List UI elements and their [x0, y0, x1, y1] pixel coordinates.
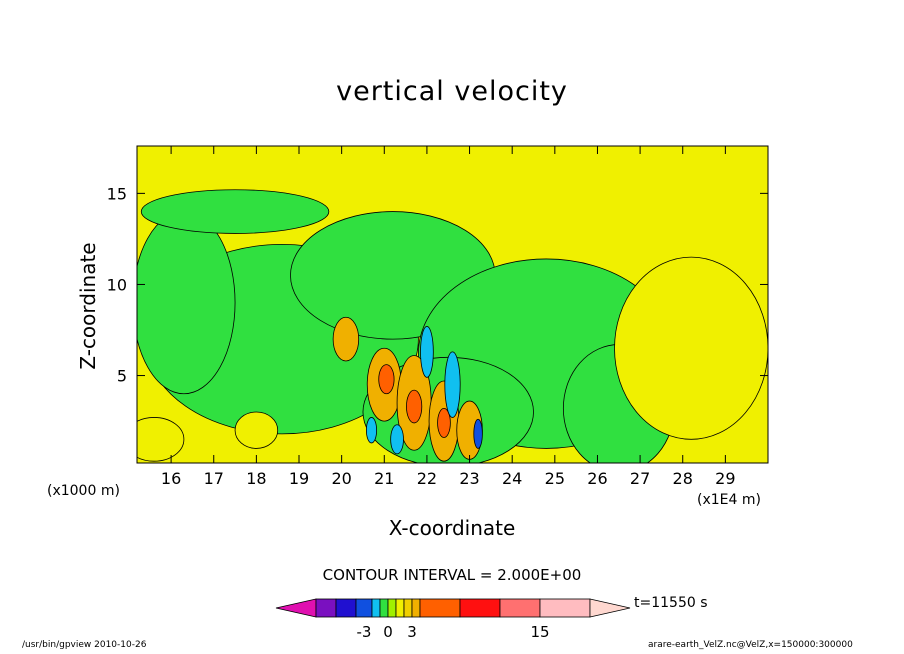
- x-tick-label: 26: [587, 469, 607, 488]
- x-unit-label-left: (x1000 m): [47, 483, 120, 499]
- x-axis-label: X-coordinate: [388, 516, 516, 540]
- colorbar-segment: [371, 598, 381, 618]
- contour-interval-label: CONTOUR INTERVAL = 2.000E+00: [322, 566, 582, 584]
- x-tick-label: 27: [630, 469, 650, 488]
- strong-updraft-core: [437, 407, 451, 438]
- x-tick-label: 22: [417, 469, 437, 488]
- green-region: [140, 189, 330, 234]
- x-tick-label: 18: [246, 469, 266, 488]
- y-tick-label: 10: [107, 275, 127, 294]
- green-region: [137, 211, 236, 395]
- x-unit-label-right: (x1E4 m): [697, 492, 761, 508]
- colorbar-segment: [335, 598, 357, 618]
- colorbar-segment: [379, 598, 389, 618]
- x-tick-label: 17: [204, 469, 224, 488]
- colorbar-arrow-right: [589, 598, 631, 618]
- y-axis: 5 10 15: [107, 184, 768, 386]
- yellow-region: [137, 417, 185, 462]
- x-tick-label: 24: [502, 469, 522, 488]
- x-tick-label: 23: [459, 469, 479, 488]
- colorbar-segment: [419, 598, 461, 618]
- colorbar-segment: [499, 598, 541, 618]
- colorbar-segment: [355, 598, 373, 618]
- colorbar-tick-label: -3: [357, 623, 372, 641]
- time-label: t=11550 s: [634, 595, 708, 611]
- downdraft: [420, 325, 434, 378]
- x-tick-label: 25: [545, 469, 565, 488]
- x-tick-label: 16: [161, 469, 181, 488]
- footer-program-info: /usr/bin/gpview 2010-10-26: [22, 640, 147, 650]
- x-tick-label: 19: [289, 469, 309, 488]
- strong-downdraft: [473, 418, 483, 449]
- downdraft: [390, 424, 404, 455]
- strong-updraft-core: [406, 389, 423, 424]
- colorbar: -3 0 3 15: [275, 598, 631, 641]
- strong-updraft-core: [378, 364, 395, 395]
- x-tick-label: 20: [331, 469, 351, 488]
- updraft-core: [332, 316, 360, 362]
- colorbar-arrow-left: [275, 598, 317, 618]
- y-tick-label: 15: [107, 184, 127, 203]
- colorbar-segment: [459, 598, 501, 618]
- x-tick-label: 21: [374, 469, 394, 488]
- colorbar-segment: [315, 598, 337, 618]
- x-tick-label: 29: [715, 469, 735, 488]
- yellow-region: [614, 256, 768, 440]
- yellow-region: [234, 411, 279, 449]
- x-axis: 16 17 18 19 20 21 22 23 24 25 26 27 28 29: [161, 146, 736, 488]
- y-tick-label: 5: [117, 367, 127, 386]
- plot-frame: [136, 145, 769, 464]
- colorbar-segment: [395, 598, 405, 618]
- colorbar-tick-label: 3: [407, 623, 417, 641]
- footer-file-info: arare-earth_VelZ.nc@VelZ,x=150000:300000: [648, 640, 853, 650]
- contour-field: [137, 146, 768, 463]
- downdraft: [444, 351, 461, 418]
- colorbar-segment: [411, 598, 421, 618]
- colorbar-segment: [387, 598, 397, 618]
- chart-title: vertical velocity: [336, 76, 568, 107]
- colorbar-tick-label: 15: [530, 623, 549, 641]
- x-tick-label: 28: [673, 469, 693, 488]
- colorbar-segment: [403, 598, 413, 618]
- colorbar-segment: [539, 598, 591, 618]
- colorbar-tick-label: 0: [383, 623, 393, 641]
- downdraft: [365, 417, 378, 444]
